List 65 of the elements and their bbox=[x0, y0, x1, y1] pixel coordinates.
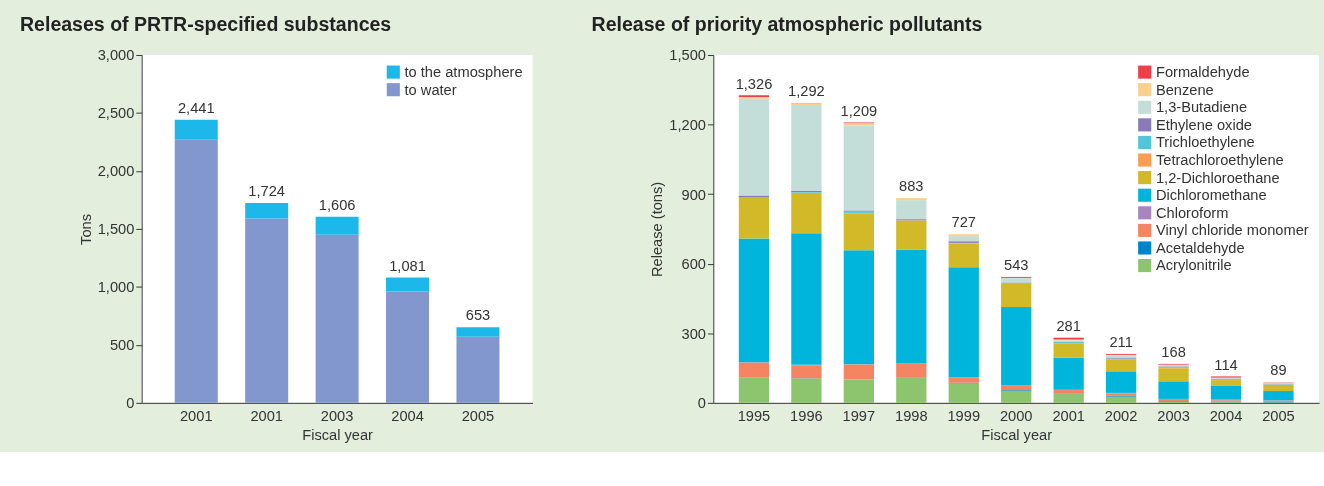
legend-label: to the atmosphere bbox=[404, 63, 523, 80]
legend-label: Trichloethylene bbox=[1155, 134, 1255, 151]
total-label: 2,441 bbox=[177, 99, 215, 116]
y-tick-label: 300 bbox=[681, 325, 706, 342]
x-tick-label: 2001 bbox=[250, 407, 283, 424]
x-tick-label: 2001 bbox=[1052, 407, 1085, 424]
total-label: 653 bbox=[465, 307, 491, 324]
total-label: 89 bbox=[1270, 362, 1287, 379]
total-label: 543 bbox=[1003, 257, 1029, 274]
legend-label: 1,2-Dichloroethane bbox=[1155, 169, 1280, 186]
total-label: 1,081 bbox=[389, 257, 426, 274]
total-label: 168 bbox=[1161, 344, 1186, 361]
x-tick-label: 2003 bbox=[320, 407, 354, 424]
y-tick-label: 1,500 bbox=[97, 221, 135, 238]
x-tick-label: 2004 bbox=[391, 407, 424, 424]
legend-label: Formaldehyde bbox=[1155, 63, 1250, 80]
y-tick-label: 900 bbox=[681, 186, 706, 203]
legend-label: Vinyl chloride monomer bbox=[1155, 222, 1309, 239]
x-tick-label: 2001 bbox=[179, 407, 213, 424]
x-tick-label: 2005 bbox=[1262, 407, 1295, 424]
x-tick-label: 2000 bbox=[999, 407, 1033, 424]
total-label: 211 bbox=[1109, 334, 1133, 351]
total-label: 1,209 bbox=[840, 102, 878, 119]
legend-label: Ethylene oxide bbox=[1155, 116, 1252, 133]
legend-label: 1,3-Butadiene bbox=[1155, 99, 1248, 116]
total-label: 727 bbox=[951, 214, 976, 231]
y-tick-label: 600 bbox=[681, 256, 706, 273]
y-tick-label: 1,200 bbox=[669, 116, 706, 133]
y-axis-title: Release (tons) bbox=[649, 181, 666, 278]
legend-label: Acetaldehyde bbox=[1155, 239, 1245, 256]
y-tick-label: 1,500 bbox=[669, 47, 706, 64]
y-tick-label: 500 bbox=[109, 337, 135, 354]
legend-label: Chloroform bbox=[1155, 204, 1229, 221]
chart-title: Releases of PRTR-specified substances bbox=[20, 12, 392, 35]
legend-label: Dichloromethane bbox=[1155, 187, 1267, 204]
total-label: 281 bbox=[1056, 317, 1081, 334]
total-label: 1,606 bbox=[318, 196, 356, 213]
chart-title: Release of priority atmospheric pollutants bbox=[591, 12, 983, 35]
y-tick-label: 1,000 bbox=[97, 279, 135, 296]
legend-label: Benzene bbox=[1155, 81, 1214, 98]
x-axis-title: Fiscal year bbox=[302, 426, 374, 443]
total-label: 883 bbox=[899, 178, 924, 195]
x-tick-label: 1997 bbox=[842, 407, 876, 424]
x-tick-label: 1996 bbox=[790, 407, 823, 424]
x-tick-label: 2002 bbox=[1104, 407, 1138, 424]
y-tick-label: 2,500 bbox=[97, 105, 135, 122]
legend-label: Acrylonitrile bbox=[1155, 257, 1232, 274]
legend-label: Tetrachloroethylene bbox=[1155, 151, 1284, 168]
x-tick-label: 1998 bbox=[895, 407, 928, 424]
x-tick-label: 1999 bbox=[947, 407, 981, 424]
total-label: 114 bbox=[1214, 356, 1238, 373]
y-tick-label: 0 bbox=[697, 395, 706, 412]
x-tick-label: 2005 bbox=[461, 407, 495, 424]
x-tick-label: 2004 bbox=[1209, 407, 1243, 424]
total-label: 1,724 bbox=[248, 183, 285, 200]
x-tick-label: 2003 bbox=[1157, 407, 1190, 424]
x-axis-title: Fiscal year bbox=[981, 426, 1053, 443]
y-axis-title: Tons bbox=[77, 213, 94, 245]
legend-label: to water bbox=[404, 81, 457, 98]
total-label: 1,326 bbox=[735, 75, 773, 92]
total-label: 1,292 bbox=[788, 83, 825, 100]
y-tick-label: 3,000 bbox=[97, 47, 135, 64]
x-tick-label: 1995 bbox=[737, 407, 771, 424]
y-tick-label: 2,000 bbox=[97, 163, 135, 180]
y-tick-label: 0 bbox=[126, 395, 135, 412]
